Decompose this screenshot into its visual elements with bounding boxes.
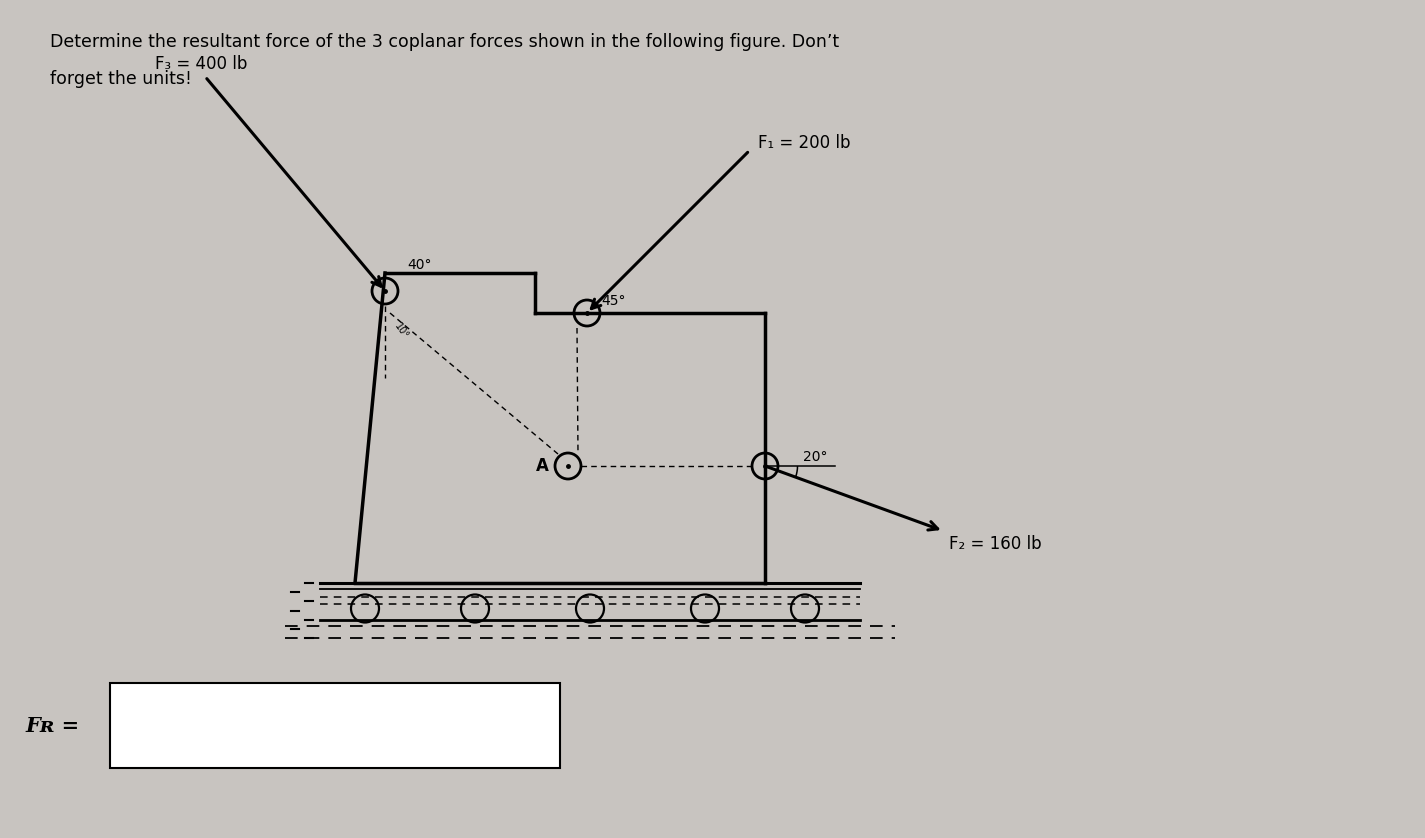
Text: forget the units!: forget the units! bbox=[50, 70, 192, 88]
Text: 10°: 10° bbox=[392, 321, 410, 341]
Text: F₁ = 200 lb: F₁ = 200 lb bbox=[758, 134, 851, 153]
Text: 45°: 45° bbox=[601, 294, 626, 308]
Text: A: A bbox=[536, 457, 549, 475]
Text: F₃ = 400 lb: F₃ = 400 lb bbox=[155, 54, 248, 73]
Text: Fʀ =: Fʀ = bbox=[26, 716, 80, 736]
Text: Determine the resultant force of the 3 coplanar forces shown in the following fi: Determine the resultant force of the 3 c… bbox=[50, 33, 839, 51]
Bar bbox=[110, 683, 560, 768]
Text: 20°: 20° bbox=[804, 450, 828, 464]
Text: F₂ = 160 lb: F₂ = 160 lb bbox=[949, 535, 1042, 553]
Text: 40°: 40° bbox=[408, 258, 432, 272]
